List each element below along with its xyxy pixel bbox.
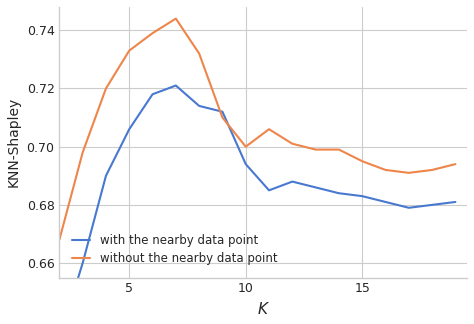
with the nearby data point — [359, 194, 365, 198]
without the nearby data point — [127, 49, 132, 52]
without the nearby data point — [429, 168, 435, 172]
with the nearby data point — [243, 162, 248, 166]
without the nearby data point — [336, 148, 342, 152]
without the nearby data point — [290, 142, 295, 146]
without the nearby data point — [383, 168, 388, 172]
with the nearby data point — [429, 203, 435, 207]
with the nearby data point — [103, 174, 109, 178]
with the nearby data point — [336, 191, 342, 195]
with the nearby data point — [219, 110, 225, 114]
without the nearby data point — [103, 87, 109, 90]
without the nearby data point — [266, 127, 272, 131]
without the nearby data point — [359, 159, 365, 163]
with the nearby data point — [313, 185, 319, 189]
without the nearby data point — [80, 151, 85, 155]
Y-axis label: KNN-Shapley: KNN-Shapley — [7, 97, 21, 187]
with the nearby data point — [80, 261, 85, 265]
with the nearby data point — [173, 84, 179, 87]
without the nearby data point — [196, 52, 202, 55]
without the nearby data point — [243, 145, 248, 149]
without the nearby data point — [173, 17, 179, 20]
Legend: with the nearby data point, without the nearby data point: with the nearby data point, without the … — [65, 227, 284, 272]
with the nearby data point — [290, 179, 295, 183]
with the nearby data point — [127, 127, 132, 131]
Line: with the nearby data point: with the nearby data point — [59, 86, 456, 324]
with the nearby data point — [383, 200, 388, 204]
without the nearby data point — [56, 238, 62, 242]
with the nearby data point — [453, 200, 458, 204]
without the nearby data point — [150, 31, 155, 35]
Line: without the nearby data point: without the nearby data point — [59, 18, 456, 240]
without the nearby data point — [313, 148, 319, 152]
with the nearby data point — [150, 92, 155, 96]
with the nearby data point — [196, 104, 202, 108]
without the nearby data point — [453, 162, 458, 166]
with the nearby data point — [406, 206, 411, 210]
X-axis label: $K$: $K$ — [257, 301, 270, 317]
without the nearby data point — [406, 171, 411, 175]
with the nearby data point — [266, 188, 272, 192]
without the nearby data point — [219, 116, 225, 120]
